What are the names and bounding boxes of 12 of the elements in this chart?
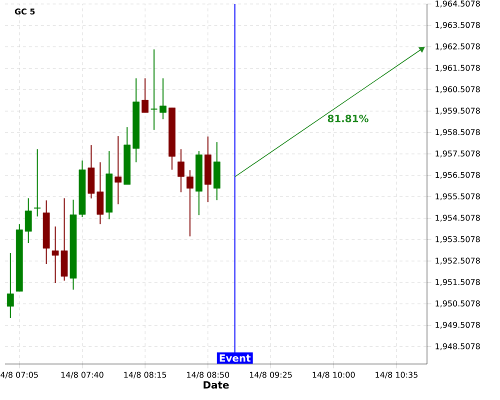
candlestick xyxy=(34,148,42,217)
candlestick xyxy=(186,170,194,237)
candlestick xyxy=(150,48,158,130)
annotation: 81.81% xyxy=(328,114,368,122)
candlestick xyxy=(160,78,166,120)
candlestick xyxy=(6,252,14,318)
x-axis-title: Date xyxy=(204,381,229,389)
candlestick xyxy=(24,198,32,244)
candlestick xyxy=(178,148,184,193)
candlestick xyxy=(114,136,122,205)
candlestick xyxy=(142,78,149,114)
ref-line-label: Event xyxy=(220,354,251,362)
